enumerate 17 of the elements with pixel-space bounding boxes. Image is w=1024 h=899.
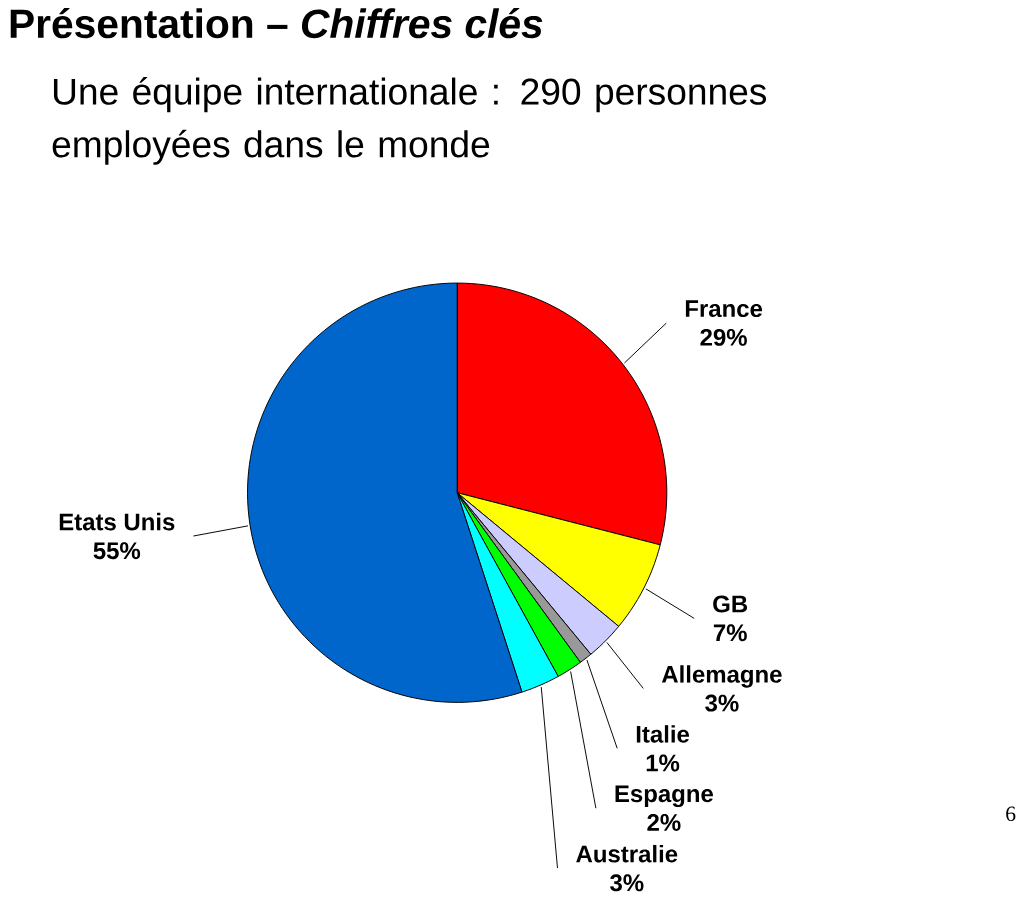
data-label: 7% — [713, 624, 747, 642]
slice-label: Espagne — [615, 785, 713, 807]
chart-title: Présentation – Chiffres clés — [10, 7, 543, 39]
data-label: 55% — [93, 542, 141, 560]
slice-label: Italie — [636, 725, 690, 743]
chart-subtitle: Une équipe internationale : 290 personnes employées dans le monde — [52, 76, 767, 165]
text: 6 — [1006, 806, 1016, 821]
data-label: 2% — [647, 813, 681, 831]
data-label: 3% — [610, 874, 644, 892]
slice-label: Allemagne — [661, 665, 782, 688]
data-label: 29% — [700, 328, 747, 346]
slice-label: France — [685, 300, 763, 317]
slice-label: Australie — [576, 844, 678, 863]
slice-label: Etats Unis — [59, 512, 175, 531]
slice-label: GB — [713, 595, 748, 613]
data-label: 3% — [705, 694, 739, 712]
data-label: 1% — [646, 754, 680, 772]
